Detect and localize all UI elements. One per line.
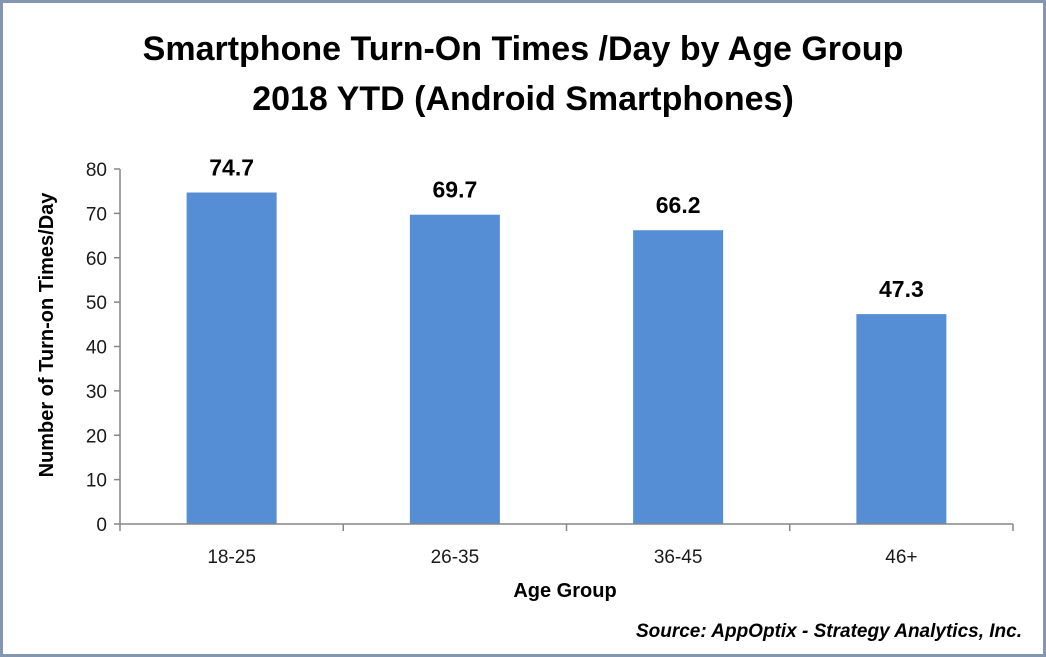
x-axis-label: Age Group xyxy=(513,580,616,602)
y-axis-ticks: 0 10 20 30 40 50 60 70 80 xyxy=(86,160,120,536)
bar-26-35 xyxy=(409,214,500,525)
y-tick-label: 10 xyxy=(86,471,107,492)
chart-title-line-2: 2018 YTD (Android Smartphones) xyxy=(252,80,794,118)
y-tick-label: 0 xyxy=(96,515,107,536)
bar-46+ xyxy=(856,314,947,524)
x-tick-label-26-35: 26-35 xyxy=(431,547,480,568)
y-tick-label: 70 xyxy=(86,204,107,225)
chart-title-line-1: Smartphone Turn-On Times /Day by Age Gro… xyxy=(143,30,904,68)
data-label-36-45: 66.2 xyxy=(656,192,701,218)
y-tick-label: 20 xyxy=(86,426,107,447)
bars: 74.7 69.7 66.2 47.3 xyxy=(186,155,947,525)
x-tick-label-36-45: 36-45 xyxy=(654,547,703,568)
data-label-18-25: 74.7 xyxy=(209,155,254,181)
source-note: Source: AppOptix - Strategy Analytics, I… xyxy=(636,621,1022,642)
y-tick-label: 40 xyxy=(86,338,107,359)
bar-18-25 xyxy=(186,192,277,525)
x-tick-label-46+: 46+ xyxy=(885,547,917,568)
y-axis-label: Number of Turn-on Times/Day xyxy=(36,192,58,478)
bar-36-45 xyxy=(633,230,724,525)
y-tick-label: 60 xyxy=(86,249,107,270)
y-tick-label: 30 xyxy=(86,382,107,403)
data-label-26-35: 69.7 xyxy=(432,177,477,203)
data-label-46+: 47.3 xyxy=(879,276,924,302)
x-axis-ticks: 18-25 26-35 36-45 46+ xyxy=(119,524,1014,568)
x-tick-label-18-25: 18-25 xyxy=(207,547,256,568)
y-tick-label: 50 xyxy=(86,293,107,314)
y-tick-label: 80 xyxy=(86,160,107,181)
